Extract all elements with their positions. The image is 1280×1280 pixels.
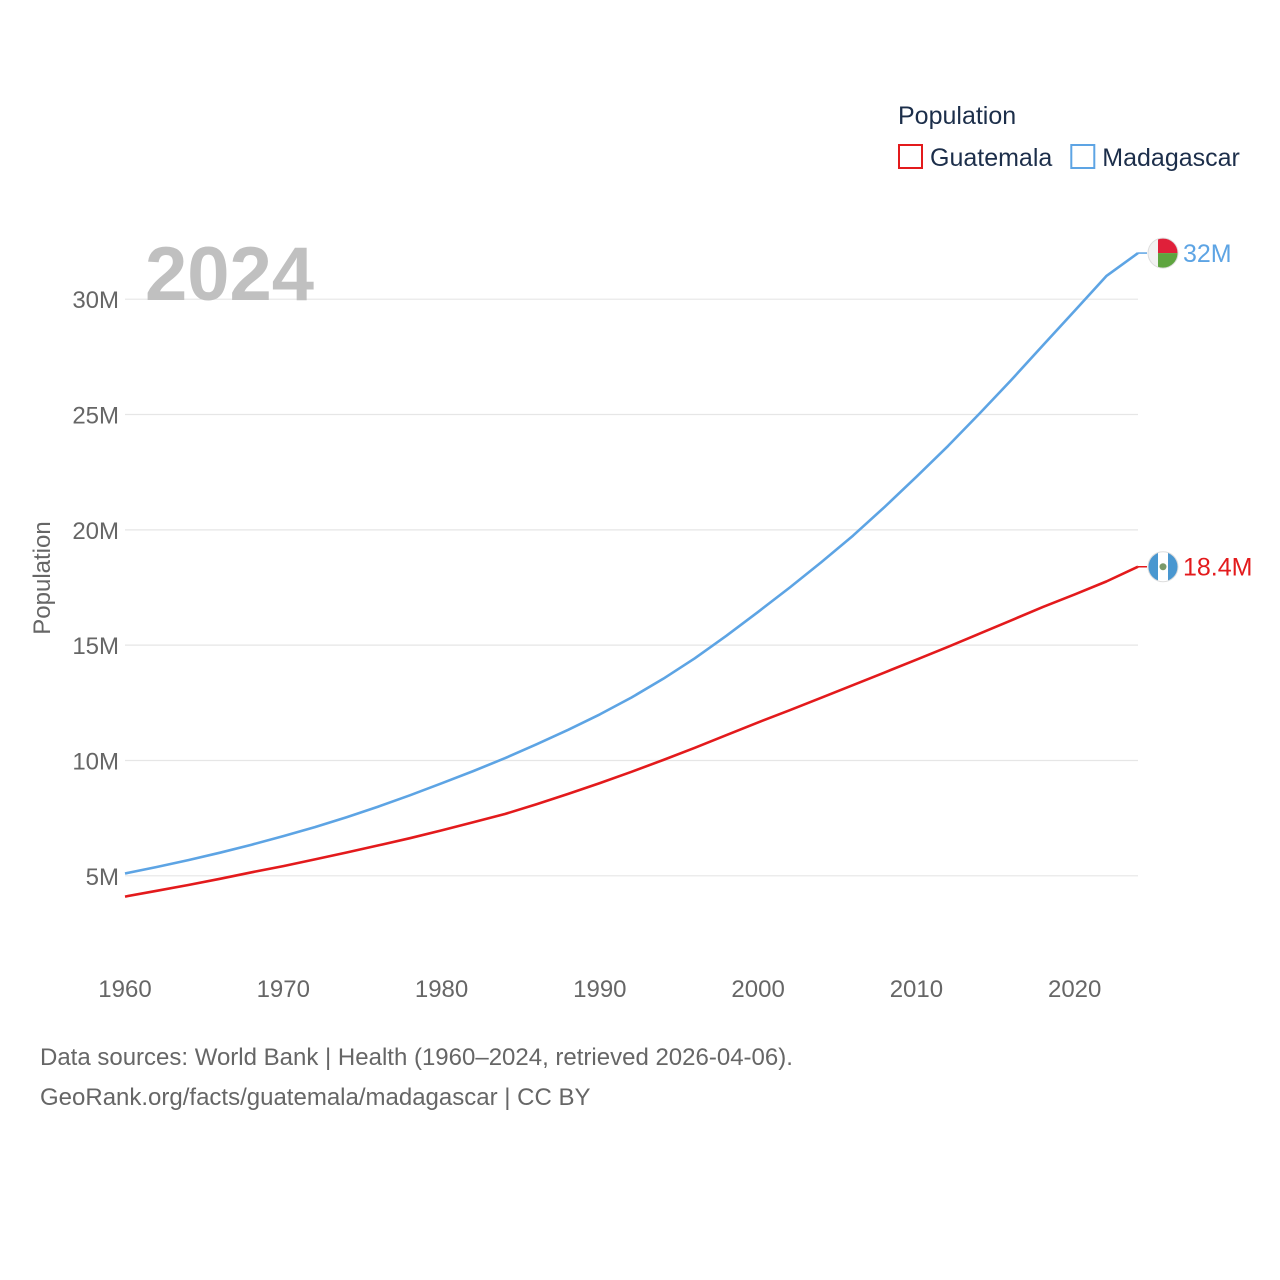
y-tick-label: 30M (72, 287, 119, 314)
population-chart: 2024 5M 10M 15M 20M 25M 30M 1960 1970 1980 1990 2… (29, 102, 1252, 1003)
y-tick-label: 20M (72, 518, 119, 545)
legend-label-guatemala[interactable]: Guatemala (930, 144, 1052, 172)
legend-swatch-guatemala[interactable] (898, 144, 923, 169)
madagascar-flag-icon (1147, 237, 1179, 269)
y-tick-label: 15M (72, 633, 119, 660)
x-tick-label: 1970 (257, 976, 310, 1003)
y-axis-ticks: 5M 10M 15M 20M 25M 30M (72, 287, 119, 891)
y-tick-label: 25M (72, 403, 119, 430)
madagascar-line[interactable] (124, 252, 1139, 875)
x-tick-label: 1990 (573, 976, 626, 1003)
legend: Population Guatemala Madagascar (898, 102, 1240, 172)
guatemala-line[interactable] (124, 565, 1139, 898)
data-sources-note: Data sources: World Bank | Health (1960–… (40, 1044, 793, 1071)
y-axis-label: Population (29, 521, 56, 634)
legend-swatch-madagascar[interactable] (1070, 144, 1096, 169)
series-lines (124, 252, 1139, 898)
y-tick-label: 5M (86, 864, 119, 891)
gridlines (125, 298, 1138, 877)
x-tick-label: 2000 (731, 976, 784, 1003)
year-watermark: 2024 (145, 232, 314, 317)
x-tick-label: 1980 (415, 976, 468, 1003)
guatemala-end-value: 18.4M (1183, 554, 1252, 582)
legend-label-madagascar[interactable]: Madagascar (1102, 144, 1240, 172)
source-url-note[interactable]: GeoRank.org/facts/guatemala/madagascar |… (40, 1084, 591, 1111)
end-markers: 18.4M 32M (1138, 237, 1252, 583)
x-axis-ticks: 1960 1970 1980 1990 2000 2010 2020 (98, 976, 1101, 1003)
x-tick-label: 2020 (1048, 976, 1101, 1003)
y-tick-label: 10M (72, 748, 119, 775)
legend-title: Population (898, 102, 1016, 130)
x-tick-label: 1960 (98, 976, 151, 1003)
madagascar-end-value: 32M (1183, 240, 1232, 268)
guatemala-flag-icon (1147, 551, 1179, 583)
x-tick-label: 2010 (890, 976, 943, 1003)
